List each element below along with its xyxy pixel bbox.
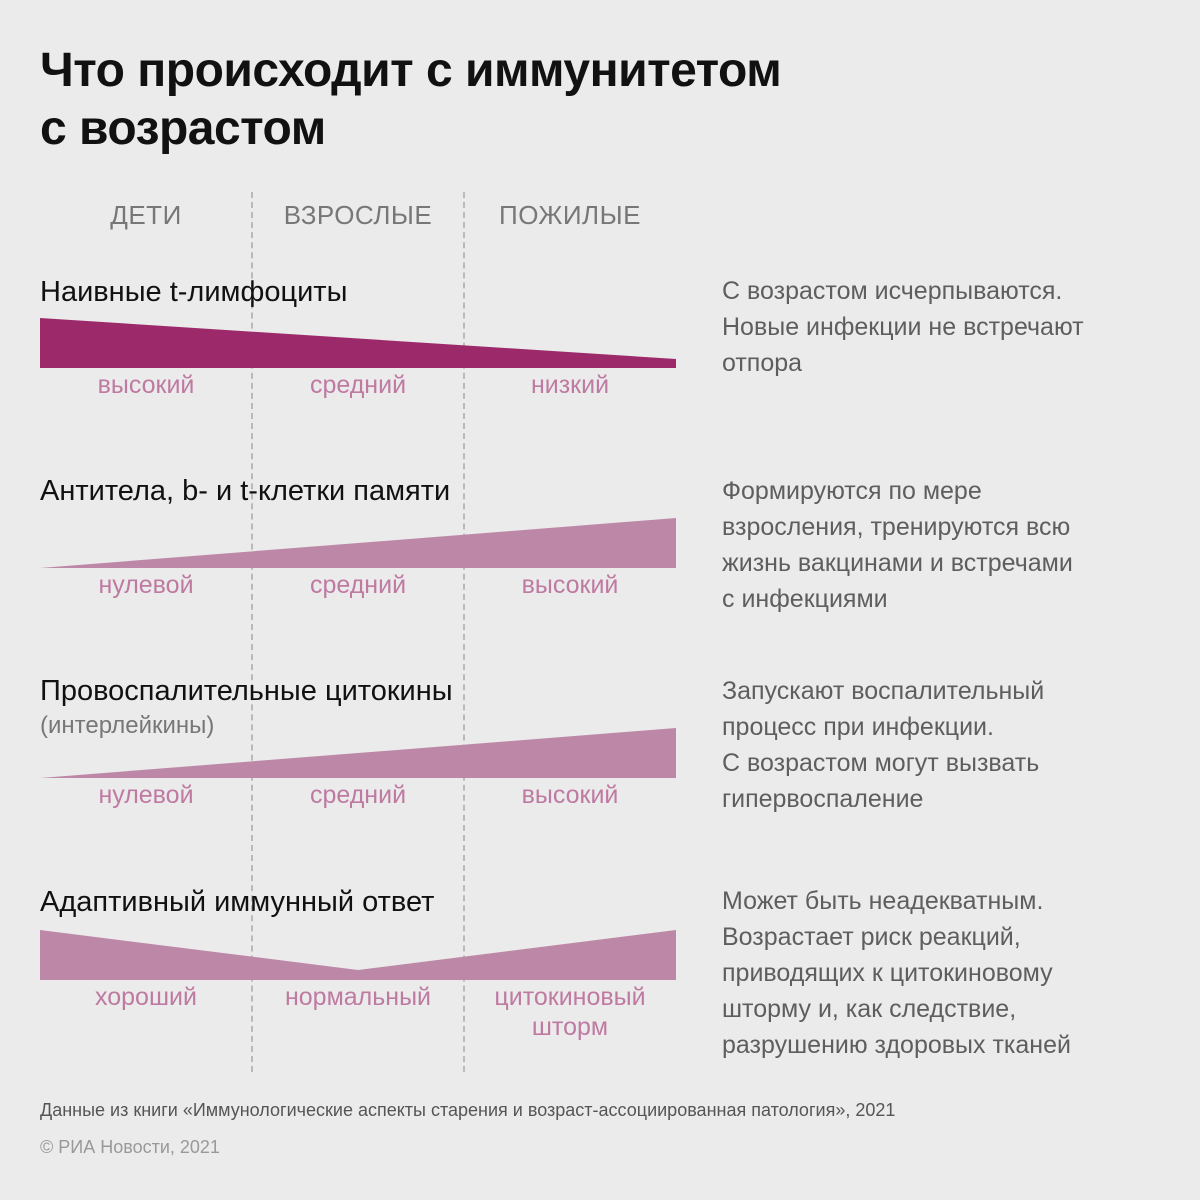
row-description: Запускают воспалительный процесс при инф… <box>722 677 1045 813</box>
row-description: С возрастом исчерпываются. Новые инфекци… <box>722 277 1084 377</box>
level-adults: средний <box>309 371 407 399</box>
column-divider-2 <box>463 192 465 1072</box>
level-children: хороший <box>95 983 197 1011</box>
source-note: Данные из книги «Иммунологические аспект… <box>40 1100 896 1120</box>
level-adults: средний <box>309 571 407 599</box>
row-title: Адаптивный иммунный ответ <box>40 886 435 918</box>
column-header-children: ДЕТИ <box>110 200 182 230</box>
level-children: нулевой <box>98 571 194 599</box>
title-line-1: Что происходит с иммунитетом <box>40 44 782 97</box>
copyright: © РИА Новости, 2021 <box>40 1137 220 1157</box>
row-title: Антитела, b- и t-клетки памяти <box>40 475 451 507</box>
page-title: Что происходит с иммунитетом с возрастом <box>40 42 1040 158</box>
row-description: Может быть неадекватным. Возрастает риск… <box>722 887 1071 1059</box>
level-adults: средний <box>309 781 407 809</box>
level-elderly: высокий <box>521 571 619 599</box>
level-children: нулевой <box>98 781 194 809</box>
level-elderly: высокий <box>521 781 619 809</box>
decreasing-wedge-shape <box>40 318 676 368</box>
level-children: высокий <box>97 371 195 399</box>
column-header-elderly: ПОЖИЛЫЕ <box>499 200 641 230</box>
row-description: Формируются по мере взросления, тренирую… <box>722 477 1073 613</box>
level-elderly: цитокиновый шторм <box>494 983 646 1041</box>
v-shape-wedge <box>40 930 676 980</box>
column-header-adults: ВЗРОСЛЫЕ <box>283 200 433 230</box>
title-line-2: с возрастом <box>40 102 326 155</box>
column-divider-1 <box>251 192 253 1072</box>
level-adults: нормальный <box>284 983 432 1011</box>
row-title: Провоспалительные цитокины <box>40 675 453 707</box>
increasing-wedge-shape <box>40 518 676 568</box>
row-subtitle: (интерлейкины) <box>40 712 215 739</box>
level-elderly: низкий <box>530 371 610 399</box>
increasing-wedge-shape <box>40 728 676 778</box>
row-title: Наивные t-лимфоциты <box>40 276 348 308</box>
